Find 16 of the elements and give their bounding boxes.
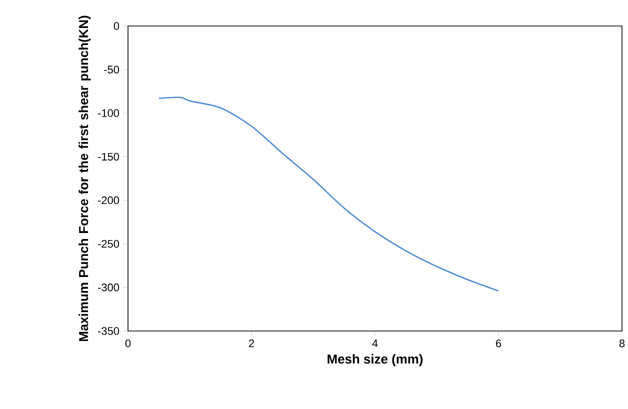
x-axis-title: Mesh size (mm)	[328, 354, 423, 366]
y-tick-label: -150	[98, 152, 120, 161]
x-tick-label: 6	[496, 340, 502, 348]
y-axis-title: Maximum Punch Force for the first shear punch(KN)	[78, 16, 91, 341]
y-tick-label: -100	[98, 109, 120, 118]
x-tick-label: 0	[125, 340, 131, 348]
x-tick-label: 4	[372, 340, 378, 348]
y-tick-label: -50	[104, 66, 120, 74]
y-tick-label: -300	[98, 284, 120, 292]
x-tick-label: 2	[249, 340, 254, 348]
line-series	[158, 96, 500, 292]
y-tick-label: 0	[114, 22, 120, 30]
y-tick-label: -250	[98, 240, 120, 248]
x-tick-label: 8	[619, 340, 625, 348]
y-tick-label: -200	[98, 196, 120, 204]
y-tick-label: -350	[98, 327, 120, 335]
